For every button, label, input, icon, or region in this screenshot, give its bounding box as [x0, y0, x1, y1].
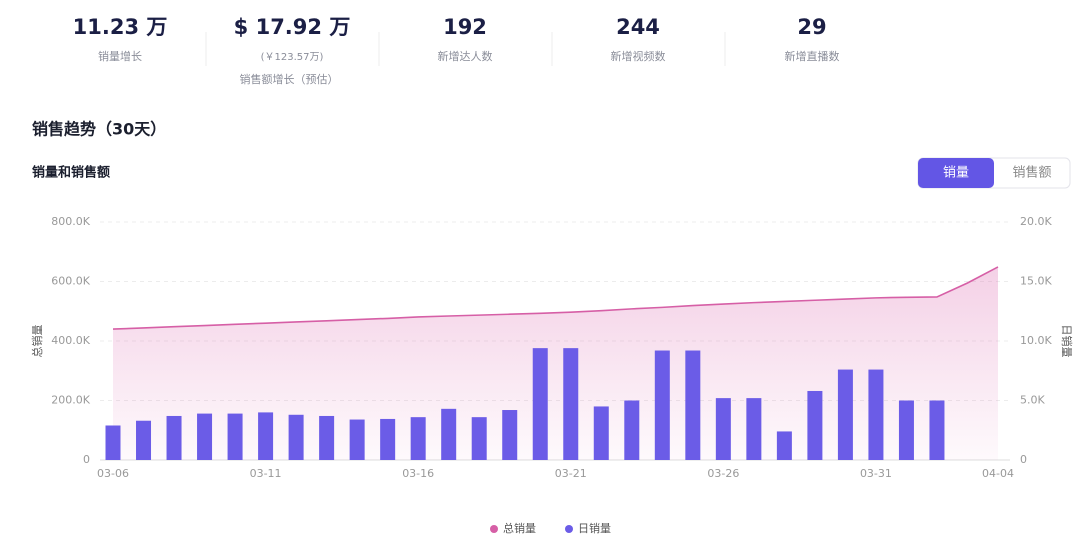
x-tick-label: 03-16 — [402, 467, 434, 480]
stat-value: 244 — [616, 15, 660, 39]
section-title: 销售趋势（30天） — [32, 120, 166, 139]
legend-label: 日销量 — [578, 521, 611, 535]
y-tick-label: 200.0K — [51, 394, 90, 407]
y-axis-title: 总销量 — [30, 325, 44, 358]
bar — [380, 418, 396, 460]
bar — [654, 350, 670, 460]
stat-label: 新增视频数 — [611, 49, 666, 63]
bar — [197, 413, 213, 460]
bar — [502, 410, 518, 460]
y2-axis-title: 日销量 — [1060, 325, 1074, 358]
stat-label: 销售额增长（预估） — [240, 72, 339, 86]
bar — [807, 390, 823, 460]
y2-tick-label: 15.0K — [1020, 275, 1052, 288]
area — [113, 266, 998, 460]
bar — [288, 414, 304, 460]
stat-value: 29 — [797, 15, 826, 39]
y-tick-label: 0 — [83, 453, 90, 466]
bar — [349, 419, 365, 460]
y-tick-label: 400.0K — [51, 334, 90, 347]
x-tick-label: 03-21 — [555, 467, 587, 480]
y2-tick-label: 0 — [1020, 453, 1027, 466]
bar — [319, 415, 335, 460]
bar — [837, 369, 853, 460]
bar — [227, 413, 243, 460]
line — [112, 266, 999, 330]
bar — [105, 425, 121, 460]
bar — [441, 408, 457, 460]
bar — [929, 400, 945, 460]
x-tick-label: 03-26 — [707, 467, 739, 480]
bar — [410, 417, 426, 460]
bar — [868, 369, 884, 460]
legend-label: 总销量 — [503, 521, 536, 535]
x-tick-label: 04-04 — [982, 467, 1014, 480]
stat-label: 销量增长 — [98, 49, 142, 63]
stat-value: 192 — [443, 15, 487, 39]
legend-marker — [565, 525, 573, 533]
y-tick-label: 600.0K — [51, 275, 90, 288]
bar — [685, 350, 701, 460]
legend-marker — [490, 525, 498, 533]
stat-sub: (￥123.57万) — [261, 52, 324, 63]
stat-value: 11.23 万 — [73, 15, 168, 39]
y2-tick-label: 10.0K — [1020, 334, 1052, 347]
stat-label: 新增达人数 — [438, 49, 493, 63]
bar — [563, 348, 579, 460]
bar — [593, 406, 609, 460]
bar — [776, 431, 792, 460]
stat-value: $ 17.92 万 — [234, 15, 351, 39]
bar — [258, 412, 274, 460]
y2-tick-label: 5.0K — [1020, 394, 1045, 407]
tab-label[interactable]: 销售额 — [1012, 165, 1051, 181]
bar — [746, 398, 762, 460]
bar — [624, 400, 640, 460]
bar — [471, 417, 487, 460]
chart-title: 销量和销售额 — [32, 165, 110, 181]
y2-tick-label: 20.0K — [1020, 215, 1052, 228]
stat-label: 新增直播数 — [785, 49, 840, 63]
tab-label[interactable]: 销量 — [943, 166, 969, 181]
bar — [898, 400, 914, 460]
bar — [715, 398, 731, 460]
x-tick-label: 03-31 — [860, 467, 892, 480]
x-tick-label: 03-11 — [250, 467, 282, 480]
bar — [166, 415, 182, 460]
y-tick-label: 800.0K — [51, 215, 90, 228]
bar — [532, 348, 548, 460]
x-tick-label: 03-06 — [97, 467, 129, 480]
tab-active[interactable] — [918, 158, 994, 188]
bar — [136, 420, 152, 460]
